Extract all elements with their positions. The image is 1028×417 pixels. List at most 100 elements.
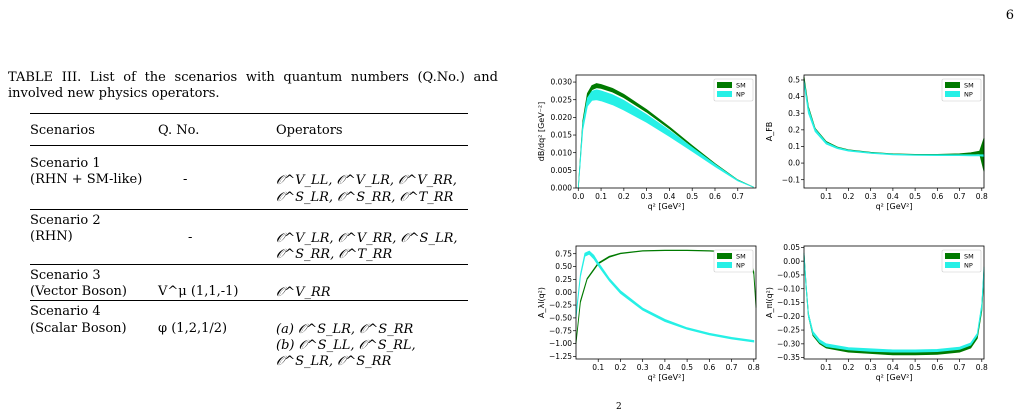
plot-4-ytick-label: −0.15 (777, 298, 800, 307)
scenario-4-desc: (Scalar Boson) (30, 321, 127, 336)
page-number: 6 (1005, 8, 1014, 23)
plot-2-ytick-label: 0.1 (788, 142, 800, 151)
plot-1-ytick-label: 0.020 (551, 113, 573, 122)
header-operators: Operators (276, 123, 343, 138)
plot-3-xtick-label: 0.7 (726, 363, 738, 372)
plot-4-xtick-label: 0.5 (909, 363, 921, 372)
plot-2-xtick-label: 0.1 (820, 192, 832, 201)
plot-2-xlabel: q² [GeV²] (876, 202, 913, 211)
plot-4-ylabel: A_πl(q²) (765, 287, 774, 318)
plot-1-xtick-label: 0.7 (732, 192, 744, 201)
plot-3-ytick-label: −0.50 (549, 314, 572, 323)
plot-2-ytick-label: 0.5 (788, 76, 800, 85)
header-rule (30, 145, 468, 146)
scenario-1-qno: - (183, 172, 188, 187)
scenario-4-ops-line2: (b) 𝒪^S_LL, 𝒪^S_RL, (276, 338, 416, 353)
scenario-3-qno: V^μ (1,1,-1) (158, 284, 239, 299)
plot-4-ytick-label: −0.10 (777, 284, 800, 293)
plot-2-legend-label-sm: SM (964, 82, 974, 90)
plot-4-xtick-label: 0.7 (954, 363, 966, 372)
plot-3-legend-label-np: NP (736, 262, 745, 270)
plot-2-xtick-label: 0.8 (976, 192, 988, 201)
plot-3-xtick-label: 0.3 (637, 363, 649, 372)
plot-1-xtick-label: 0.4 (663, 192, 675, 201)
plot-4-ytick-label: −0.30 (777, 339, 800, 348)
plot-1-xlabel: q² [GeV²] (648, 202, 685, 211)
header-qno: Q. No. (158, 123, 200, 138)
plot-1-xtick-label: 0.5 (686, 192, 698, 201)
plot-1-xtick-label: 0.3 (641, 192, 653, 201)
plot-3-ytick-label: 0.25 (555, 275, 572, 284)
plot-3-ytick-label: −1.00 (549, 339, 572, 348)
plot-4-ytick-label: −0.35 (777, 353, 800, 362)
plot-3-xtick-label: 0.6 (703, 363, 715, 372)
plot-3-ytick-label: −1.25 (549, 352, 572, 361)
plot-4-ytick-label: −0.25 (777, 326, 800, 335)
plot-3-legend-label-sm: SM (736, 253, 746, 261)
plot-2-ylabel: A_FB (765, 122, 774, 142)
plot-3-ytick-label: 0.50 (555, 262, 572, 271)
scenario-4-name: Scenario 4 (30, 304, 101, 319)
plot-3-xlabel: q² [GeV²] (648, 373, 685, 382)
table-caption: TABLE III. List of the scenarios with qu… (8, 70, 498, 101)
plot-1-ytick-label: 0.030 (551, 78, 573, 87)
scenario-1-desc: (RHN + SM-like) (30, 172, 143, 187)
plot-4-legend-label-np: NP (964, 262, 973, 270)
plot-4-legend-label-sm: SM (964, 253, 974, 261)
header-scenarios: Scenarios (30, 123, 95, 138)
plot-3-frame (575, 245, 757, 360)
plot-2-xtick-label: 0.4 (887, 192, 899, 201)
plot-4-xtick-label: 0.3 (865, 363, 877, 372)
plot-3-xtick-label: 0.5 (681, 363, 693, 372)
scenario-3-name: Scenario 3 (30, 268, 101, 283)
scenario-4-ops-line1: (a) 𝒪^S_LR, 𝒪^S_RR (276, 322, 414, 337)
plot-4-xtick-label: 0.2 (842, 363, 854, 372)
scenario-2-ops-line1: 𝒪^V_LR, 𝒪^V_RR, 𝒪^S_LR, (276, 231, 458, 246)
scenario-4-ops-line3: 𝒪^S_LR, 𝒪^S_RR (276, 354, 392, 369)
scenario-2-name: Scenario 2 (30, 213, 101, 228)
plot-1-ytick-label: 0.000 (551, 184, 573, 193)
plot-4-xtick-label: 0.1 (820, 363, 832, 372)
scenario-2-ops-line2: 𝒪^S_RR, 𝒪^T_RR (276, 247, 393, 262)
plot-3-xtick-label: 0.1 (592, 363, 604, 372)
scenario-1-name: Scenario 1 (30, 156, 101, 171)
plot-4-xtick-label: 0.8 (976, 363, 988, 372)
plot-3-band-np (575, 250, 755, 343)
plot-3-xtick-label: 0.8 (748, 363, 760, 372)
plot-1-ytick-label: 0.015 (551, 131, 573, 140)
plot-4-ytick-label: 0.05 (783, 243, 800, 252)
scenario-4-qno: φ (1,2,1/2) (158, 321, 228, 336)
plot-1-ytick-label: 0.010 (551, 148, 573, 157)
figure-caption-fragment: 2 (616, 402, 622, 412)
plot-4-ytick-label: −0.05 (777, 271, 800, 280)
plot-4-xtick-label: 0.6 (931, 363, 943, 372)
plot-1-legend-swatch-sm (717, 82, 732, 88)
plot-1-frame (575, 74, 757, 189)
scenario-2-qno: - (188, 230, 193, 245)
plot-2-ytick-label: 0.4 (788, 92, 800, 101)
plot-1-ytick-label: 0.005 (551, 166, 573, 175)
plot-4-legend-swatch-sm (945, 253, 960, 259)
plot-4-ytick-label: 0.00 (783, 257, 800, 266)
plot-2-xtick-label: 0.7 (954, 192, 966, 201)
scenario-3-ops-line1: 𝒪^V_RR (276, 285, 331, 300)
plot-1-legend-swatch-np (717, 91, 732, 97)
plot-3-ytick-label: 0.75 (555, 249, 572, 258)
plot-1-ylabel: dB/dq² [GeV⁻²] (537, 102, 546, 161)
plot-1-band-np (577, 89, 754, 189)
plot-2-frame (803, 74, 985, 189)
plot-2-legend-swatch-sm (945, 82, 960, 88)
plot-3-ylabel: A_λl(q²) (537, 287, 546, 318)
row-rule-3 (30, 300, 468, 301)
plot-4-xlabel: q² [GeV²] (876, 373, 913, 382)
plot-3-ytick-label: −0.25 (549, 301, 572, 310)
plot-2-ytick-label: −0.1 (782, 175, 800, 184)
plot-3-legend-swatch-sm (717, 253, 732, 259)
scenario-1-ops-line2: 𝒪^S_LR, 𝒪^S_RR, 𝒪^T_RR (276, 190, 454, 205)
plot-3-xtick-label: 0.2 (614, 363, 626, 372)
scenario-2-desc: (RHN) (30, 229, 73, 244)
plot-3-legend-swatch-np (717, 262, 732, 268)
plot-2-ytick-label: 0.3 (788, 109, 800, 118)
plot-2-legend-swatch-np (945, 91, 960, 97)
